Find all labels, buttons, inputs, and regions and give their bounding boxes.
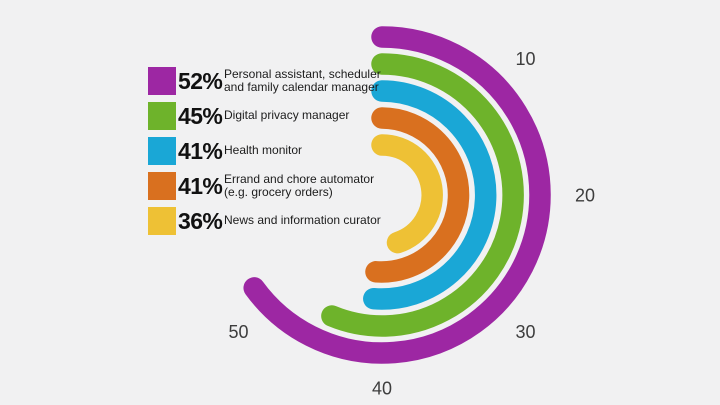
legend-description: Personal assistant, scheduler and family… [224, 66, 381, 95]
legend-item: 41% Health monitor [148, 137, 381, 165]
arc-errand-chore-automator [365, 107, 470, 283]
legend-item: 36% News and information curator [148, 207, 381, 235]
legend-value: 36% [178, 208, 223, 234]
legend-description-line: and family calendar manager [224, 80, 379, 94]
tick-label-10: 10 [515, 49, 535, 69]
arc-news-information-curator [371, 134, 443, 254]
arc-health-monitor [363, 80, 497, 310]
legend-description-line: Digital privacy manager [224, 108, 350, 123]
chart-legend: 52% Personal assistant, scheduler and fa… [148, 67, 381, 242]
legend-item: 45% Digital privacy manager [148, 102, 381, 130]
legend-description-line: News and information curator [224, 213, 381, 228]
legend-description: Digital privacy manager [224, 109, 349, 123]
legend-description-line: Health monitor [224, 143, 303, 158]
legend-item: 52% Personal assistant, scheduler and fa… [148, 67, 381, 95]
legend-description: Errand and chore automator (e.g. grocery… [224, 171, 375, 200]
legend-value: 45% [178, 103, 223, 129]
tick-label-20: 20 [575, 185, 595, 205]
legend-item: 41% Errand and chore automator (e.g. gro… [148, 172, 381, 200]
legend-value: 41% [178, 173, 223, 199]
legend-description-line: (e.g. grocery orders) [224, 185, 333, 199]
legend-description-line: Errand and chore automator [224, 171, 375, 186]
legend-value: 41% [178, 138, 223, 164]
legend-swatch [148, 102, 176, 130]
legend-value: 52% [178, 68, 223, 94]
tick-label-30: 30 [515, 322, 535, 342]
legend-swatch [148, 207, 176, 235]
legend-swatch [148, 137, 176, 165]
tick-label-50: 50 [228, 322, 248, 342]
legend-description-line: Personal assistant, scheduler [224, 66, 381, 81]
legend-swatch [148, 172, 176, 200]
tick-label-40: 40 [372, 378, 392, 398]
arc-digital-privacy-manager [321, 53, 524, 337]
legend-description: Health monitor [224, 144, 302, 158]
legend-swatch [148, 67, 176, 95]
legend-description: News and information curator [224, 214, 381, 228]
arc-personal-assistant [243, 26, 551, 364]
